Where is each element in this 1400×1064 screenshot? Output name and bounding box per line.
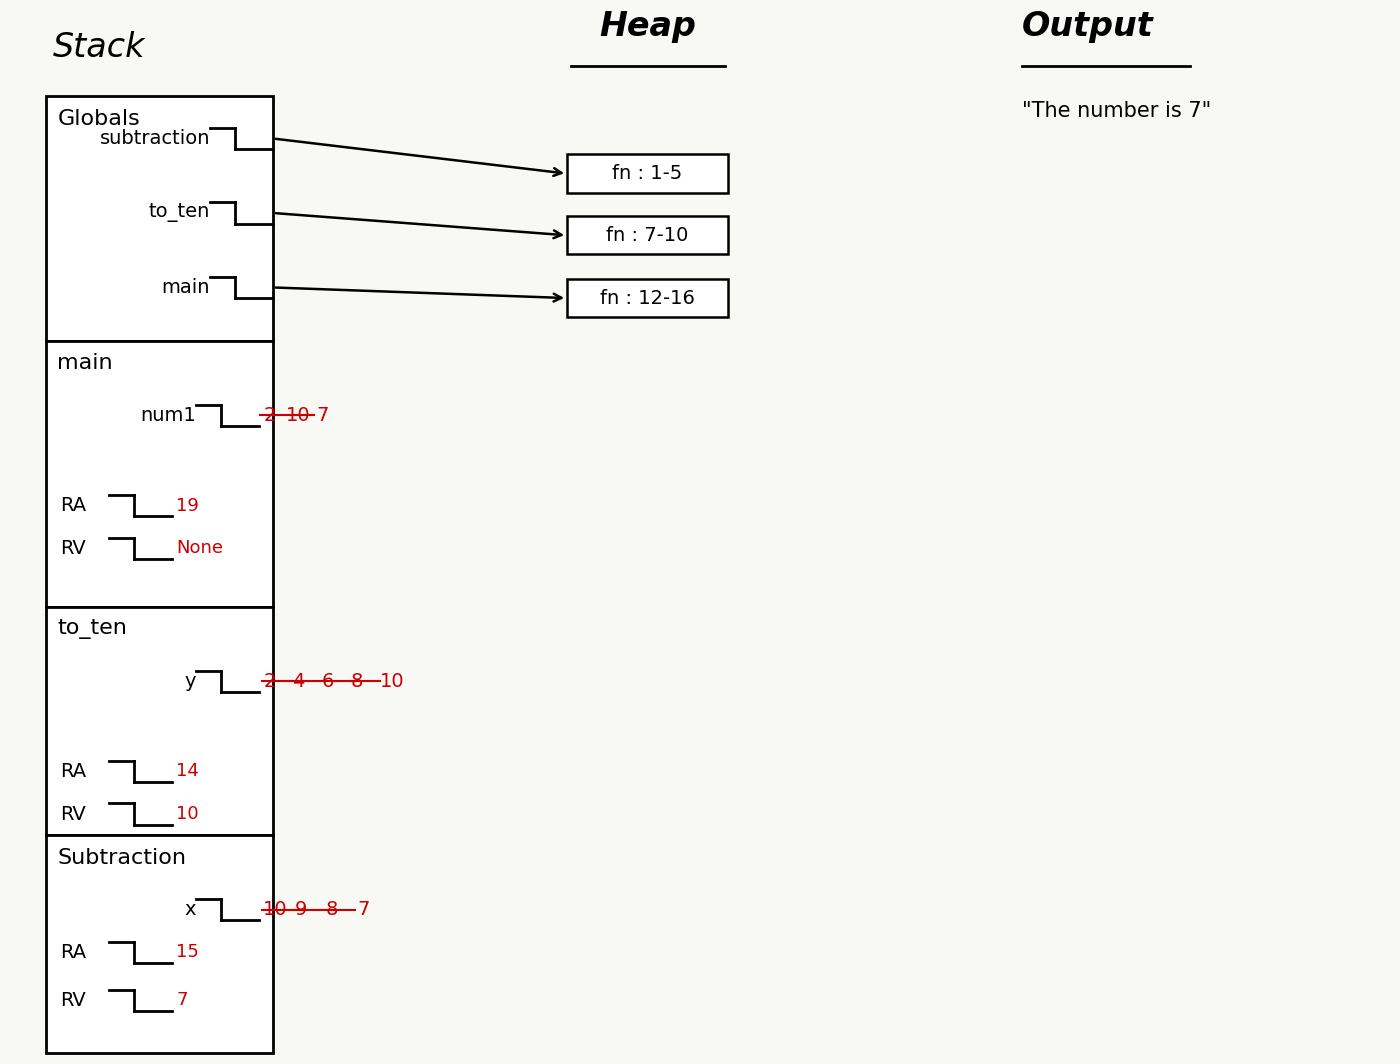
Text: subtraction: subtraction xyxy=(99,129,210,148)
Text: y: y xyxy=(185,671,196,691)
Text: 2: 2 xyxy=(263,671,276,691)
Text: fn : 12-16: fn : 12-16 xyxy=(601,288,694,307)
Text: RV: RV xyxy=(60,538,85,558)
Text: RA: RA xyxy=(60,943,87,962)
Text: RV: RV xyxy=(60,804,85,824)
Text: None: None xyxy=(176,539,224,558)
Bar xyxy=(46,606,273,835)
Text: 10: 10 xyxy=(286,405,311,425)
Text: Subtraction: Subtraction xyxy=(57,848,186,868)
Text: 19: 19 xyxy=(176,497,199,515)
Bar xyxy=(567,279,728,317)
Bar xyxy=(46,835,273,1053)
Text: 10: 10 xyxy=(176,805,199,824)
Text: 7: 7 xyxy=(357,900,370,919)
Text: 9: 9 xyxy=(294,900,307,919)
Text: main: main xyxy=(57,353,113,373)
Text: 6: 6 xyxy=(322,671,333,691)
Text: to_ten: to_ten xyxy=(148,203,210,222)
Text: 7: 7 xyxy=(316,405,329,425)
Text: RV: RV xyxy=(60,991,85,1010)
Text: 10: 10 xyxy=(379,671,405,691)
Text: main: main xyxy=(161,278,210,297)
Text: RA: RA xyxy=(60,496,87,515)
Text: fn : 1-5: fn : 1-5 xyxy=(612,164,683,183)
Text: 15: 15 xyxy=(176,944,199,961)
Text: Heap: Heap xyxy=(599,10,696,43)
Text: 10: 10 xyxy=(263,900,288,919)
Bar xyxy=(46,340,273,606)
Bar xyxy=(46,96,273,340)
Text: 4: 4 xyxy=(293,671,305,691)
Text: RA: RA xyxy=(60,762,87,781)
Text: 8: 8 xyxy=(350,671,363,691)
Text: Stack: Stack xyxy=(53,31,146,64)
Text: Globals: Globals xyxy=(57,109,140,129)
Text: x: x xyxy=(185,900,196,919)
Text: "The number is 7": "The number is 7" xyxy=(1022,101,1211,121)
Text: 8: 8 xyxy=(326,900,339,919)
Bar xyxy=(567,216,728,254)
Text: 7: 7 xyxy=(176,992,188,1009)
Bar xyxy=(567,154,728,193)
Text: fn : 7-10: fn : 7-10 xyxy=(606,226,689,245)
Text: 14: 14 xyxy=(176,763,199,781)
Text: num1: num1 xyxy=(140,405,196,425)
Text: to_ten: to_ten xyxy=(57,619,127,639)
Text: 2: 2 xyxy=(263,405,276,425)
Text: Output: Output xyxy=(1022,10,1154,43)
